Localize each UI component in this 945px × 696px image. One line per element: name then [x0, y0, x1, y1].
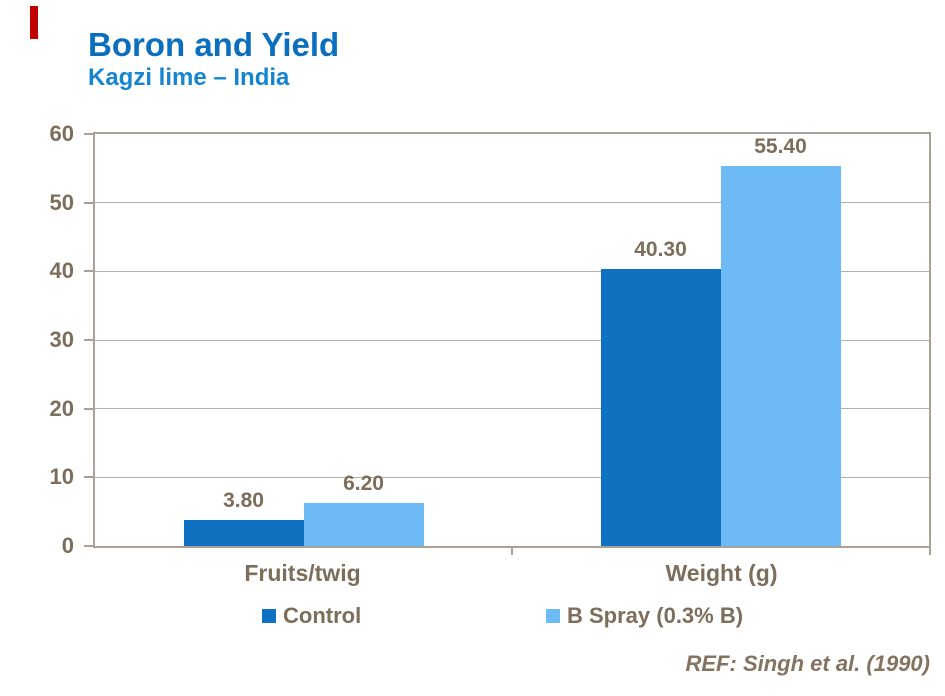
y-tick-mark	[84, 545, 93, 547]
legend: Control B Spray (0.3% B)	[0, 602, 945, 632]
legend-item-b-spray-0-3-b: B Spray (0.3% B)	[546, 602, 743, 630]
y-tick-mark	[84, 407, 93, 410]
gridline	[95, 476, 929, 478]
legend-label: B Spray (0.3% B)	[567, 603, 744, 628]
bar-value-label: 55.40	[754, 134, 807, 158]
y-tick-label: 10	[49, 464, 74, 490]
legend-swatch	[546, 609, 560, 623]
reference-note: REF: Singh et al. (1990)	[685, 651, 931, 676]
y-tick-label: 40	[49, 258, 74, 284]
y-tick-mark	[84, 201, 93, 204]
gridline	[95, 408, 929, 410]
bar-value-label: 6.20	[343, 472, 384, 496]
red-accent-bar	[30, 6, 38, 39]
y-tick-label: 30	[49, 327, 74, 352]
y-tick-label: 50	[49, 189, 74, 215]
category-label: Weight (g)	[665, 560, 778, 586]
bar-value-label: 40.30	[634, 238, 687, 262]
gridline	[95, 270, 929, 272]
y-tick-mark	[84, 476, 93, 479]
gridline	[95, 339, 929, 341]
bar-control-1	[183, 519, 304, 546]
gridline	[95, 202, 929, 204]
bar-value-label: 3.80	[223, 488, 264, 512]
slide-subtitle: Kagzi lime – India	[88, 64, 290, 91]
bar-b-spray-0-3-b-1	[303, 503, 424, 546]
plot-area: 3.80 6.20 40.30 55.40	[93, 132, 931, 548]
legend-label: Control	[283, 603, 362, 628]
x-axis-line	[95, 546, 929, 548]
slide-title: Boron and Yield	[88, 26, 340, 63]
y-tick-label: 60	[49, 121, 74, 146]
y-tick-label: 20	[49, 395, 74, 421]
y-tick-label: 0	[61, 533, 74, 558]
legend-swatch	[262, 609, 276, 623]
category-label: Fruits/twig	[244, 560, 361, 586]
y-tick-mark	[84, 133, 93, 135]
bar-b-spray-0-3-b-2	[720, 165, 841, 546]
bar-control-2	[600, 269, 721, 546]
legend-item-control: Control	[262, 602, 361, 630]
y-tick-mark	[84, 270, 93, 273]
x-tick-mark	[511, 548, 513, 555]
x-tick-mark	[929, 548, 931, 555]
y-tick-mark	[84, 339, 93, 341]
